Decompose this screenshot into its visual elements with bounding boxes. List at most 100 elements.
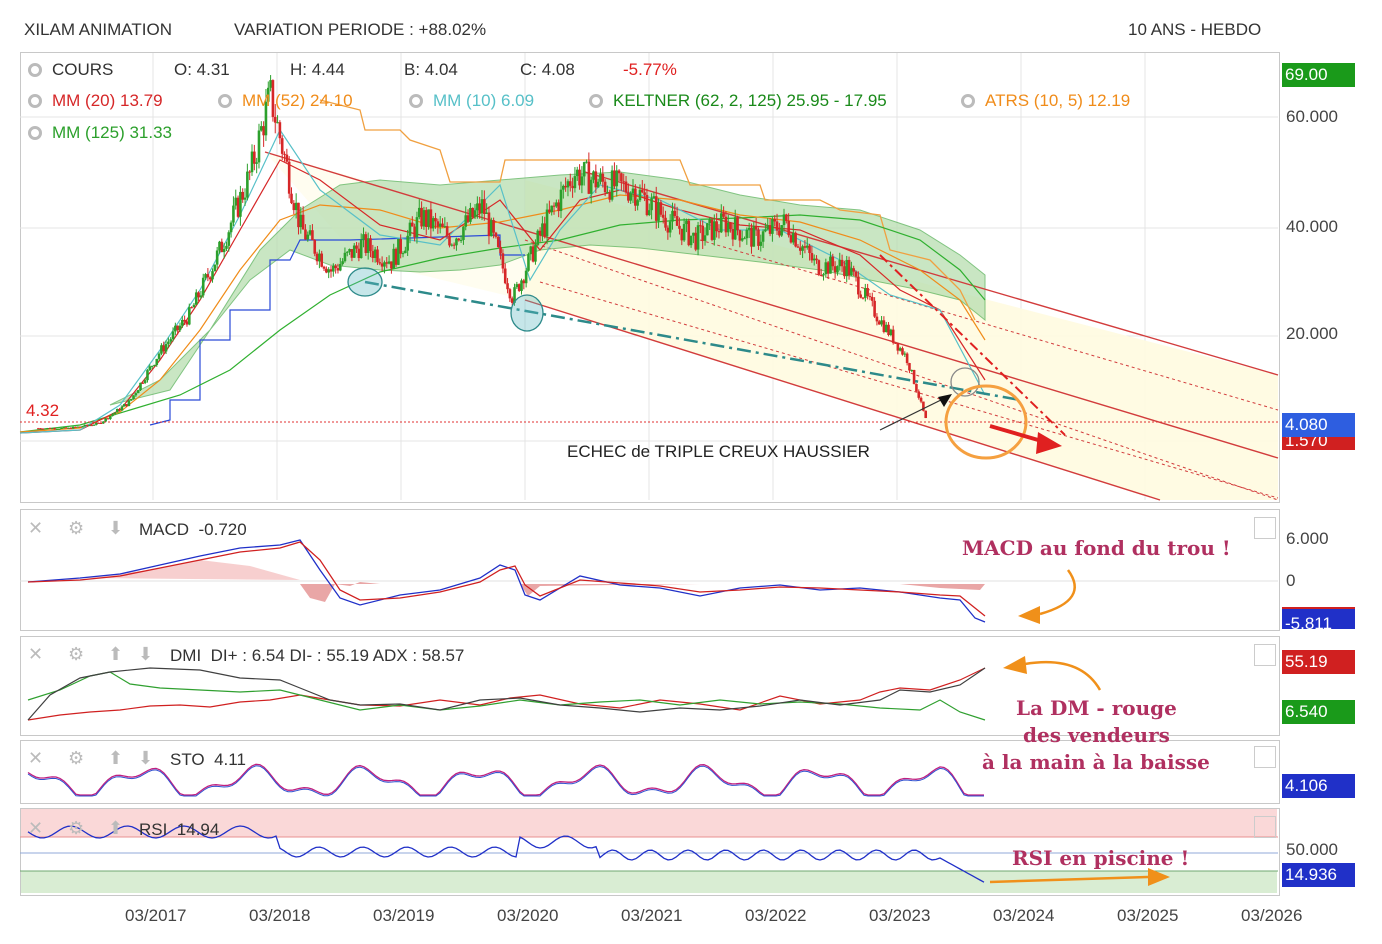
candle xyxy=(143,380,147,383)
candle xyxy=(833,266,837,273)
panel-checkbox[interactable] xyxy=(1254,644,1276,666)
gear-icon[interactable] xyxy=(409,94,423,108)
candle xyxy=(557,202,560,212)
candle xyxy=(889,329,893,336)
close-icon[interactable]: ✕ xyxy=(28,644,44,664)
x-label: 03/2025 xyxy=(1117,906,1179,925)
candle xyxy=(57,428,61,430)
candle xyxy=(364,234,368,253)
candle xyxy=(615,170,619,187)
candle xyxy=(285,154,289,162)
candle xyxy=(657,202,660,221)
candle xyxy=(808,245,811,254)
candle xyxy=(752,226,756,247)
candle xyxy=(208,277,212,280)
gear-icon[interactable]: ⚙ xyxy=(68,518,85,538)
note-dm-3: à la main à la baisse xyxy=(982,750,1210,774)
legend-mm52[interactable]: MM (52) 24.10 xyxy=(218,91,353,111)
candle xyxy=(919,397,923,402)
legend-cours[interactable]: COURS xyxy=(28,60,113,80)
candle xyxy=(406,235,409,251)
candle xyxy=(229,222,233,233)
candle xyxy=(796,246,800,248)
move-down-icon[interactable]: ⬇ xyxy=(108,518,124,538)
candle xyxy=(859,294,862,298)
candle xyxy=(689,235,693,246)
candle xyxy=(668,221,672,233)
candle xyxy=(167,341,170,345)
high-value: H: 4.44 xyxy=(290,60,345,79)
candle xyxy=(306,234,310,240)
candle xyxy=(843,266,846,277)
candle xyxy=(262,126,265,136)
legend-mm10[interactable]: MM (10) 6.09 xyxy=(409,91,534,111)
legend-atrs[interactable]: ATRS (10, 5) 12.19 xyxy=(961,91,1130,111)
candle xyxy=(325,268,328,273)
candle xyxy=(334,265,337,269)
candle xyxy=(343,252,347,262)
candle xyxy=(675,216,679,226)
candle xyxy=(801,246,804,251)
candle xyxy=(88,425,91,427)
gear-icon[interactable] xyxy=(218,94,232,108)
dmi-label: DMI DI+ : 6.54 DI- : 55.19 ADX : 58.57 xyxy=(170,646,465,665)
legend-mm125[interactable]: MM (125) 31.33 xyxy=(28,123,172,143)
candle xyxy=(624,181,628,193)
candle xyxy=(747,227,751,230)
legend-mm20[interactable]: MM (20) 13.79 xyxy=(28,91,163,111)
candle xyxy=(227,232,231,246)
move-up-icon[interactable]: ⬆ xyxy=(108,644,124,664)
candle xyxy=(850,268,853,276)
candle xyxy=(401,253,405,255)
candle xyxy=(355,245,358,249)
candle xyxy=(857,276,860,295)
close-value: C: 4.08 xyxy=(520,60,575,79)
gear-icon[interactable] xyxy=(961,94,975,108)
candle xyxy=(362,234,365,240)
candle xyxy=(722,213,725,217)
candle xyxy=(345,251,349,253)
candle xyxy=(239,191,242,217)
close-icon[interactable]: ✕ xyxy=(28,818,44,838)
candle xyxy=(48,427,52,429)
open-value: O: 4.31 xyxy=(174,60,230,79)
candle xyxy=(404,250,407,254)
candle xyxy=(912,369,916,384)
candle xyxy=(715,221,718,232)
candle xyxy=(218,241,221,251)
gear-icon[interactable]: ⚙ xyxy=(68,818,85,838)
gear-icon[interactable] xyxy=(28,126,42,140)
candle xyxy=(710,219,714,240)
legend-keltner[interactable]: KELTNER (62, 2, 125) 25.95 - 17.95 xyxy=(589,91,887,111)
gear-icon[interactable] xyxy=(28,63,42,77)
move-down-icon[interactable]: ⬇ xyxy=(138,748,154,768)
close-icon[interactable]: ✕ xyxy=(28,518,44,538)
candle xyxy=(255,162,258,164)
panel-checkbox[interactable] xyxy=(1254,816,1276,838)
panel-checkbox[interactable] xyxy=(1254,517,1276,539)
candle xyxy=(501,253,505,269)
candle xyxy=(529,246,533,255)
candle xyxy=(822,274,825,276)
candle xyxy=(596,181,600,188)
candle xyxy=(201,277,205,296)
candle xyxy=(99,423,103,425)
change-value: -5.77% xyxy=(623,60,677,79)
gear-icon[interactable] xyxy=(589,94,603,108)
candle xyxy=(915,383,918,392)
panel-checkbox[interactable] xyxy=(1254,746,1276,768)
candle xyxy=(336,268,340,271)
gear-icon[interactable] xyxy=(28,94,42,108)
candle xyxy=(864,287,867,298)
candle xyxy=(471,207,475,218)
candle xyxy=(78,426,82,428)
move-down-icon[interactable]: ⬇ xyxy=(138,644,154,664)
move-up-icon[interactable]: ⬆ xyxy=(108,818,124,838)
candle xyxy=(478,203,481,214)
candle xyxy=(64,427,68,429)
gear-icon[interactable]: ⚙ xyxy=(68,748,85,768)
move-up-icon[interactable]: ⬆ xyxy=(108,748,124,768)
close-icon[interactable]: ✕ xyxy=(28,748,44,768)
gear-icon[interactable]: ⚙ xyxy=(68,644,85,664)
candle xyxy=(301,214,305,230)
